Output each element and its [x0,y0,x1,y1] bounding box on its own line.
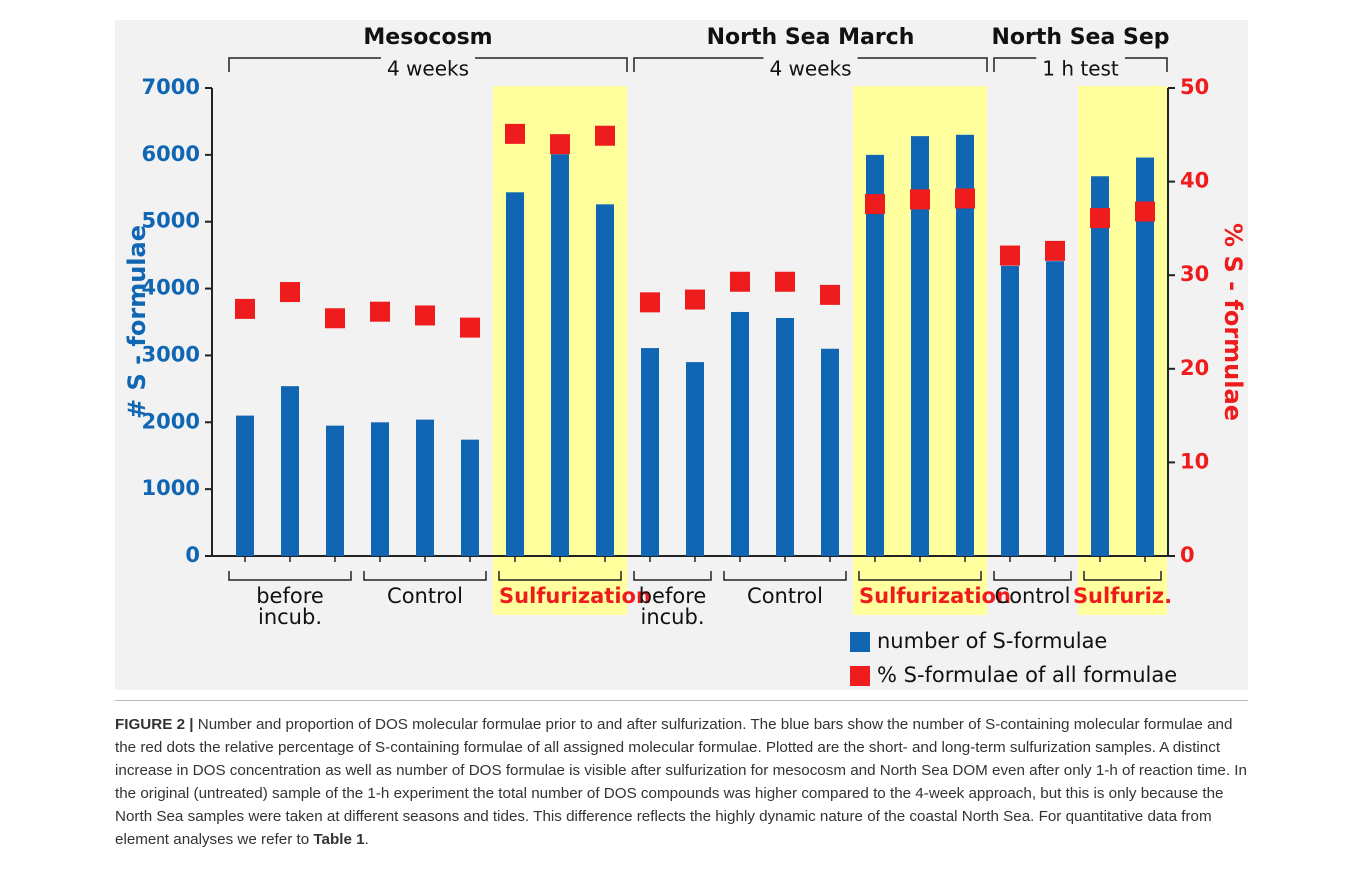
legend-label: % S-formulae of all formulae [877,663,1177,687]
bar [956,134,974,557]
bar [281,386,299,556]
label-bg [1036,56,1125,84]
chart: 0 1000 2000 3000 4000 5000 6000 7000 0 10 20 30 40 50… [123,22,1247,687]
group-label: Sulfuriz. [1072,584,1173,608]
experiment-label: North Sea March [707,25,915,50]
percent-marker [820,284,840,305]
percent-marker [280,282,300,303]
percent-marker [325,308,345,329]
group-label: before incub. [638,584,707,629]
bar [551,154,569,556]
group-bracket [858,571,982,581]
group-label: Sulfurization [499,584,651,608]
percent-marker [1000,245,1020,266]
y-tick-label: 7000 [142,75,200,99]
caption-ref: Table 1 [313,831,365,848]
y2-axis-label: % S - formulae [1219,223,1247,421]
percent-marker [415,305,435,326]
bar [821,348,839,556]
percent-marker [730,271,750,292]
bar [1001,265,1019,556]
percent-marker [910,189,930,210]
percent-marker [955,188,975,209]
label-bg [700,22,921,56]
bar [461,439,479,556]
group-label: before incub. [256,584,324,629]
group-bracket [993,571,1072,581]
percent-marker [460,317,480,338]
percent-marker [550,134,570,155]
y-tick-label: 1000 [142,476,200,500]
group-label: Control [387,584,463,608]
bar [416,419,434,556]
y-tick-label: 2000 [142,409,200,433]
legend-label: number of S-formulae [877,629,1107,653]
bar [326,425,344,556]
group-bracket [228,571,352,581]
bar [686,362,704,556]
y-axis-label: # S - formulae [123,225,151,419]
legend-swatch [850,632,870,652]
group-bracket [498,571,622,581]
experiment-label: North Sea Sep [992,25,1170,50]
label-bg [763,56,858,84]
bar [731,311,749,556]
label-bg [985,22,1176,56]
percent-marker [640,292,660,313]
label-bg [380,56,476,84]
bar [1136,157,1154,556]
group-label: Control [747,584,823,608]
experiment-duration: 4 weeks [387,57,469,81]
caption-end: . [364,831,369,848]
y-tick-label: 3000 [142,342,200,366]
experiment-label: Mesocosm [363,25,492,50]
label-bg [357,22,499,56]
group-label: Control [994,584,1071,608]
percent-marker [595,125,615,146]
percent-marker [865,194,885,215]
bar [506,192,524,556]
group-bracket [1083,571,1162,581]
caption-label: FIGURE 2 | [115,716,194,733]
group-bracket [363,571,487,581]
bar [641,348,659,556]
percent-marker [505,123,525,144]
bar [911,136,929,556]
y-tick-label: 4000 [142,276,200,300]
percent-marker [775,271,795,292]
bar [1091,176,1109,556]
y2-tick-label: 40 [1180,169,1209,193]
experiment-duration: 4 weeks [769,57,851,81]
y2-tick-label: 10 [1180,449,1209,473]
caption-text: Number and proportion of DOS molecular f… [115,716,1247,848]
percent-marker [1045,240,1065,261]
bar [1046,261,1064,556]
bar [776,317,794,556]
y2-tick-label: 30 [1180,262,1209,286]
experiment-duration: 1 h test [1042,57,1119,81]
group-bracket [723,571,847,581]
percent-marker [1135,201,1155,222]
group-label: Sulfurization [859,584,1011,608]
y2-tick-label: 20 [1180,356,1209,380]
bar [596,204,614,556]
y2-tick-label: 50 [1180,75,1209,99]
y-tick-label: 0 [185,543,200,567]
percent-marker [370,301,390,322]
bar [866,154,884,556]
legend-swatch [850,666,870,686]
group-bracket [633,571,712,581]
bar [371,422,389,556]
y-tick-label: 5000 [142,209,200,233]
percent-marker [1090,208,1110,229]
figure-caption: FIGURE 2 | Number and proportion of DOS … [115,700,1248,851]
y-tick-label: 6000 [142,142,200,166]
y2-tick-label: 0 [1180,543,1195,567]
percent-marker [685,289,705,310]
percent-marker [235,298,255,319]
bar [236,415,254,556]
